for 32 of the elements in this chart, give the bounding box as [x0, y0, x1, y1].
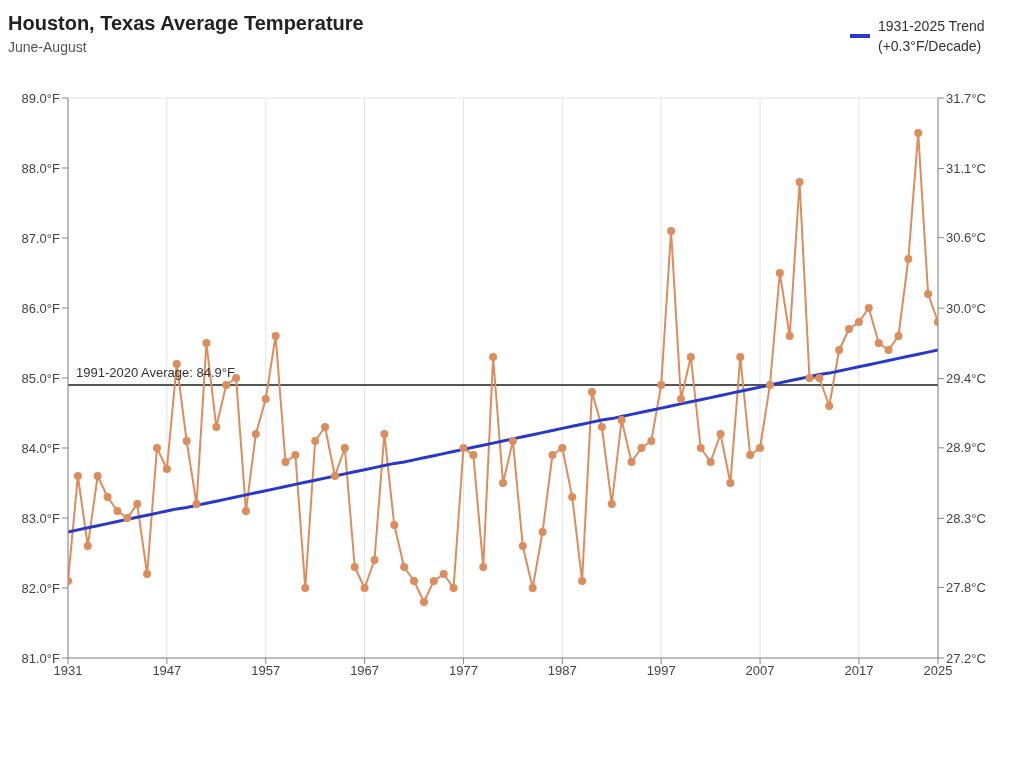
y-tick-label: 81.0°F: [21, 650, 61, 666]
x-tick-label: 2025: [923, 663, 953, 679]
x-tick-label: 1957: [251, 663, 281, 679]
y-tick-label: 87.0°F: [21, 230, 61, 246]
y2-tick-label: 30.6°C: [946, 230, 986, 246]
y-tick-label: 83.0°F: [21, 510, 61, 526]
y-tick-label: 86.0°F: [21, 300, 61, 316]
y2-tick-label: 30.0°C: [946, 300, 986, 316]
x-tick-label: 2007: [745, 663, 775, 679]
legend-label: 1931-2025 Trend (+0.3°F/Decade): [878, 17, 986, 56]
x-tick-label: 1987: [547, 663, 577, 679]
chart-title: Houston, Texas Average Temperature: [8, 12, 364, 34]
y-tick-label: 82.0°F: [21, 580, 61, 596]
line-series: [68, 348, 938, 534]
y-tick-label: 89.0°F: [21, 90, 61, 106]
y2-tick-label: 29.4°C: [946, 371, 986, 387]
y2-tick-label: 27.8°C: [946, 580, 986, 596]
x-tick-label: 1947: [152, 663, 182, 679]
y-tick-label: 88.0°F: [21, 160, 61, 176]
y2-tick-label: 28.9°C: [946, 440, 986, 456]
y-tick-label: 84.0°F: [21, 440, 61, 456]
y-tick-label: 85.0°F: [21, 370, 61, 386]
x-tick-label: 1931: [53, 663, 83, 679]
y2-tick-label: 27.2°C: [946, 650, 986, 666]
chart-subtitle: June-August: [8, 39, 87, 55]
y2-tick-label: 31.1°C: [946, 161, 986, 177]
y2-tick-label: 28.3°C: [946, 510, 986, 526]
y2-tick-label: 31.7°C: [946, 90, 986, 106]
x-tick-label: 1967: [350, 663, 380, 679]
x-tick-label: 1997: [646, 663, 676, 679]
x-tick-label: 1977: [448, 663, 478, 679]
x-tick-label: 2017: [844, 663, 874, 679]
